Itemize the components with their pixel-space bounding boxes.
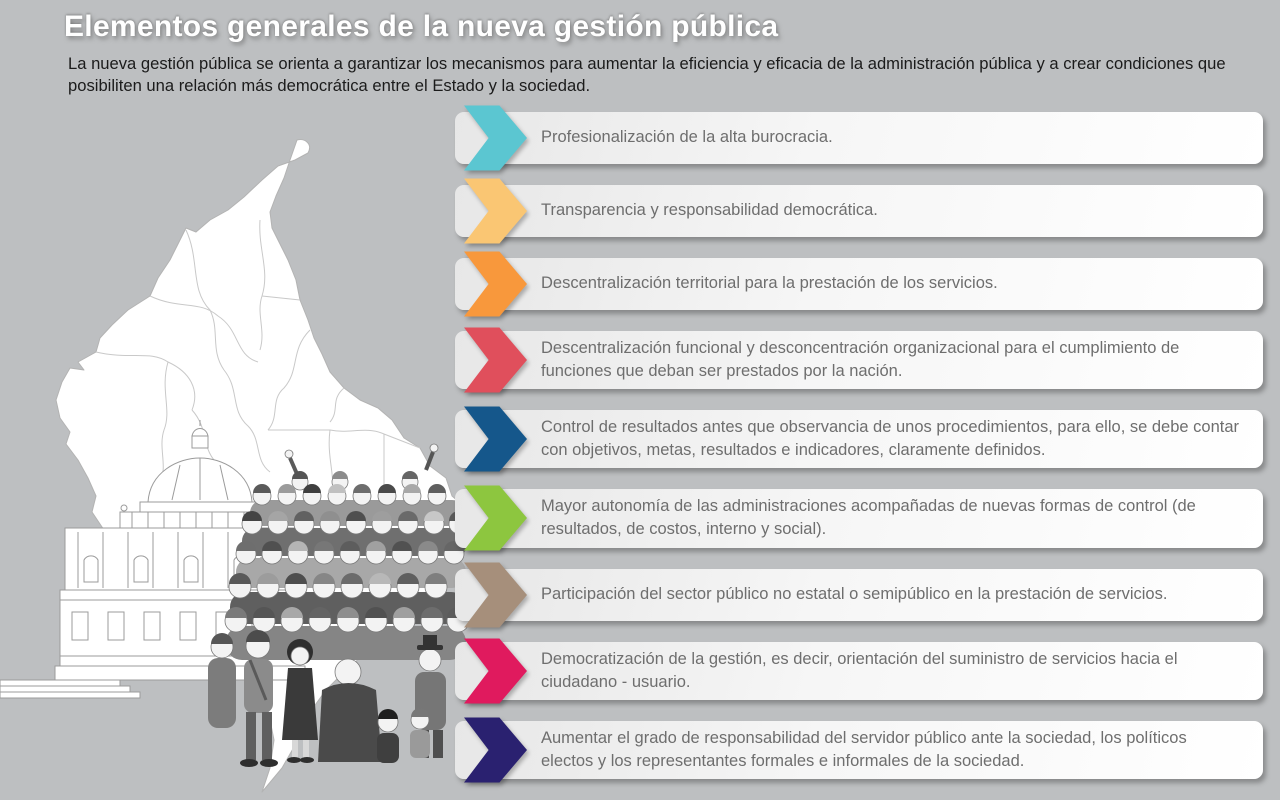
chevron-right-icon bbox=[464, 638, 527, 704]
chevron-shape bbox=[464, 251, 527, 317]
chevron-shape bbox=[464, 562, 527, 628]
chevron-right-icon bbox=[464, 105, 527, 171]
list-item: Descentralización territorial para la pr… bbox=[455, 251, 1263, 317]
chevron-right-icon bbox=[464, 562, 527, 628]
chevron-right-icon bbox=[464, 327, 527, 393]
list-item: Mayor autonomía de las administraciones … bbox=[455, 485, 1263, 551]
chevron-shape bbox=[464, 178, 527, 244]
list-item: Profesionalización de la alta burocracia… bbox=[455, 105, 1263, 171]
person-dress-woman bbox=[282, 639, 318, 763]
elements-list: Profesionalización de la alta burocracia… bbox=[455, 105, 1263, 783]
item-text: Aumentar el grado de responsabilidad del… bbox=[541, 728, 1187, 770]
person-child-1 bbox=[377, 709, 399, 763]
list-item: Control de resultados antes que observan… bbox=[455, 406, 1263, 472]
person-vest-man bbox=[240, 630, 278, 767]
list-item: Democratización de la gestión, es decir,… bbox=[455, 638, 1263, 704]
list-item: Transparencia y responsabilidad democrát… bbox=[455, 178, 1263, 244]
chevron-right-icon bbox=[464, 717, 527, 783]
background-illustration bbox=[0, 139, 470, 793]
item-text: Mayor autonomía de las administraciones … bbox=[541, 497, 1196, 539]
person-robed-figure bbox=[318, 658, 382, 762]
list-item: Aumentar el grado de responsabilidad del… bbox=[455, 717, 1263, 783]
item-text: Democratización de la gestión, es decir,… bbox=[541, 649, 1178, 691]
item-text: Participación del sector público no esta… bbox=[541, 585, 1168, 604]
chevron-right-icon bbox=[464, 251, 527, 317]
header: Elementos generales de la nueva gestión … bbox=[64, 10, 1244, 97]
chevron-right-icon bbox=[464, 485, 527, 551]
page-subtitle: La nueva gestión pública se orienta a ga… bbox=[68, 54, 1226, 95]
chevron-right-icon bbox=[464, 178, 527, 244]
item-text: Descentralización funcional y desconcent… bbox=[541, 339, 1180, 381]
list-item: Participación del sector público no esta… bbox=[455, 562, 1263, 628]
item-text: Profesionalización de la alta burocracia… bbox=[541, 128, 833, 147]
chevron-shape bbox=[464, 717, 527, 783]
person-child-2 bbox=[410, 708, 430, 758]
page-title: Elementos generales de la nueva gestión … bbox=[64, 10, 779, 43]
chevron-right-icon bbox=[464, 406, 527, 472]
list-item: Descentralización funcional y desconcent… bbox=[455, 327, 1263, 393]
chevron-shape bbox=[464, 485, 527, 551]
citizens-crowd-icon bbox=[208, 443, 470, 767]
chevron-shape bbox=[464, 105, 527, 171]
item-text: Transparencia y responsabilidad democrát… bbox=[541, 201, 878, 220]
chevron-shape bbox=[464, 327, 527, 393]
item-text: Control de resultados antes que observan… bbox=[541, 418, 1240, 460]
person-left-figure bbox=[208, 633, 236, 728]
chevron-shape bbox=[464, 638, 527, 704]
item-text: Descentralización territorial para la pr… bbox=[541, 274, 998, 293]
chevron-shape bbox=[464, 406, 527, 472]
